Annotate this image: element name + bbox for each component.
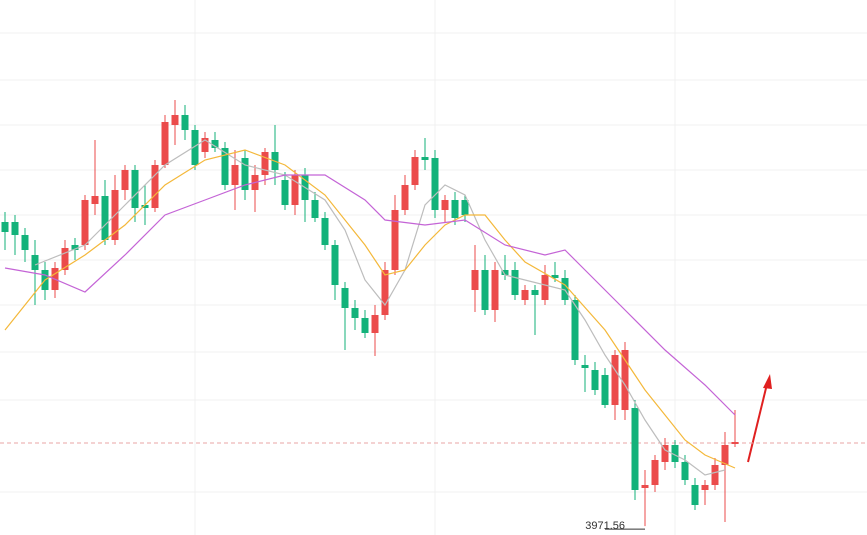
candle-body [551,275,559,278]
candle-body [331,245,339,285]
candle-body [521,290,529,300]
candle-body [31,255,39,270]
candle-body [371,315,379,333]
candle-body [21,235,29,250]
candle-body [531,290,539,295]
candle-body [291,175,299,205]
candle-body [241,158,249,190]
candle-body [351,308,359,318]
candle-body [11,222,19,235]
candle-body [121,170,129,190]
candle-body [621,350,629,410]
candle-body [501,270,509,275]
candle-body [1,222,9,232]
moving-average [34,139,726,476]
candle-body [201,138,209,152]
candle-body [151,165,159,208]
candle-body [321,218,329,245]
arrow [747,374,772,463]
candle-body [471,270,479,290]
candle-body [511,270,519,295]
candle-body [711,465,719,485]
candle-body [61,248,69,270]
candle-body [641,485,649,488]
candle-body [481,270,489,310]
candle-body [281,180,289,205]
candle-body [261,152,269,175]
candle-body [701,485,709,490]
candle-body [441,200,449,210]
candle-body [211,140,219,148]
candle-body [91,196,99,204]
candle-body [131,170,139,208]
candle-body [611,355,619,405]
candle-body [311,200,319,218]
candle-body [341,288,349,308]
candle-body [221,148,229,185]
candle-body [491,270,499,310]
candle-body [561,278,569,300]
candle-body [71,245,79,250]
candle-body [431,158,439,210]
candle-body [411,157,419,185]
candle-body [141,205,149,208]
candle-body [81,200,89,245]
candle-body [581,365,589,368]
candle-body [191,130,199,165]
candle-body [731,442,739,444]
candle-body [691,485,699,505]
candle-body [451,200,459,218]
low-label: 3971.56 [585,520,625,532]
candle-body [461,200,469,215]
candle-body [101,196,109,240]
candle-body [181,115,189,130]
candle-body [171,115,179,125]
candle-body [571,300,579,360]
candle-body [421,157,429,160]
candle-body [651,460,659,485]
candle-body [401,185,409,210]
candle-body [231,165,239,185]
candle-body [591,370,599,390]
candle-body [631,408,639,490]
candle-body [671,445,679,462]
arrow-head [763,374,772,389]
candle-body [381,270,389,315]
candle-body [721,445,729,465]
candle-body [161,122,169,165]
candle-body [601,375,609,405]
candle-body [681,462,689,480]
candle-body [541,275,549,300]
moving-average [4,149,736,469]
candle-body [391,210,399,270]
candle-body [361,318,369,333]
arrow-shaft [747,383,768,463]
candle-body [661,445,669,462]
moving-average [4,174,736,416]
